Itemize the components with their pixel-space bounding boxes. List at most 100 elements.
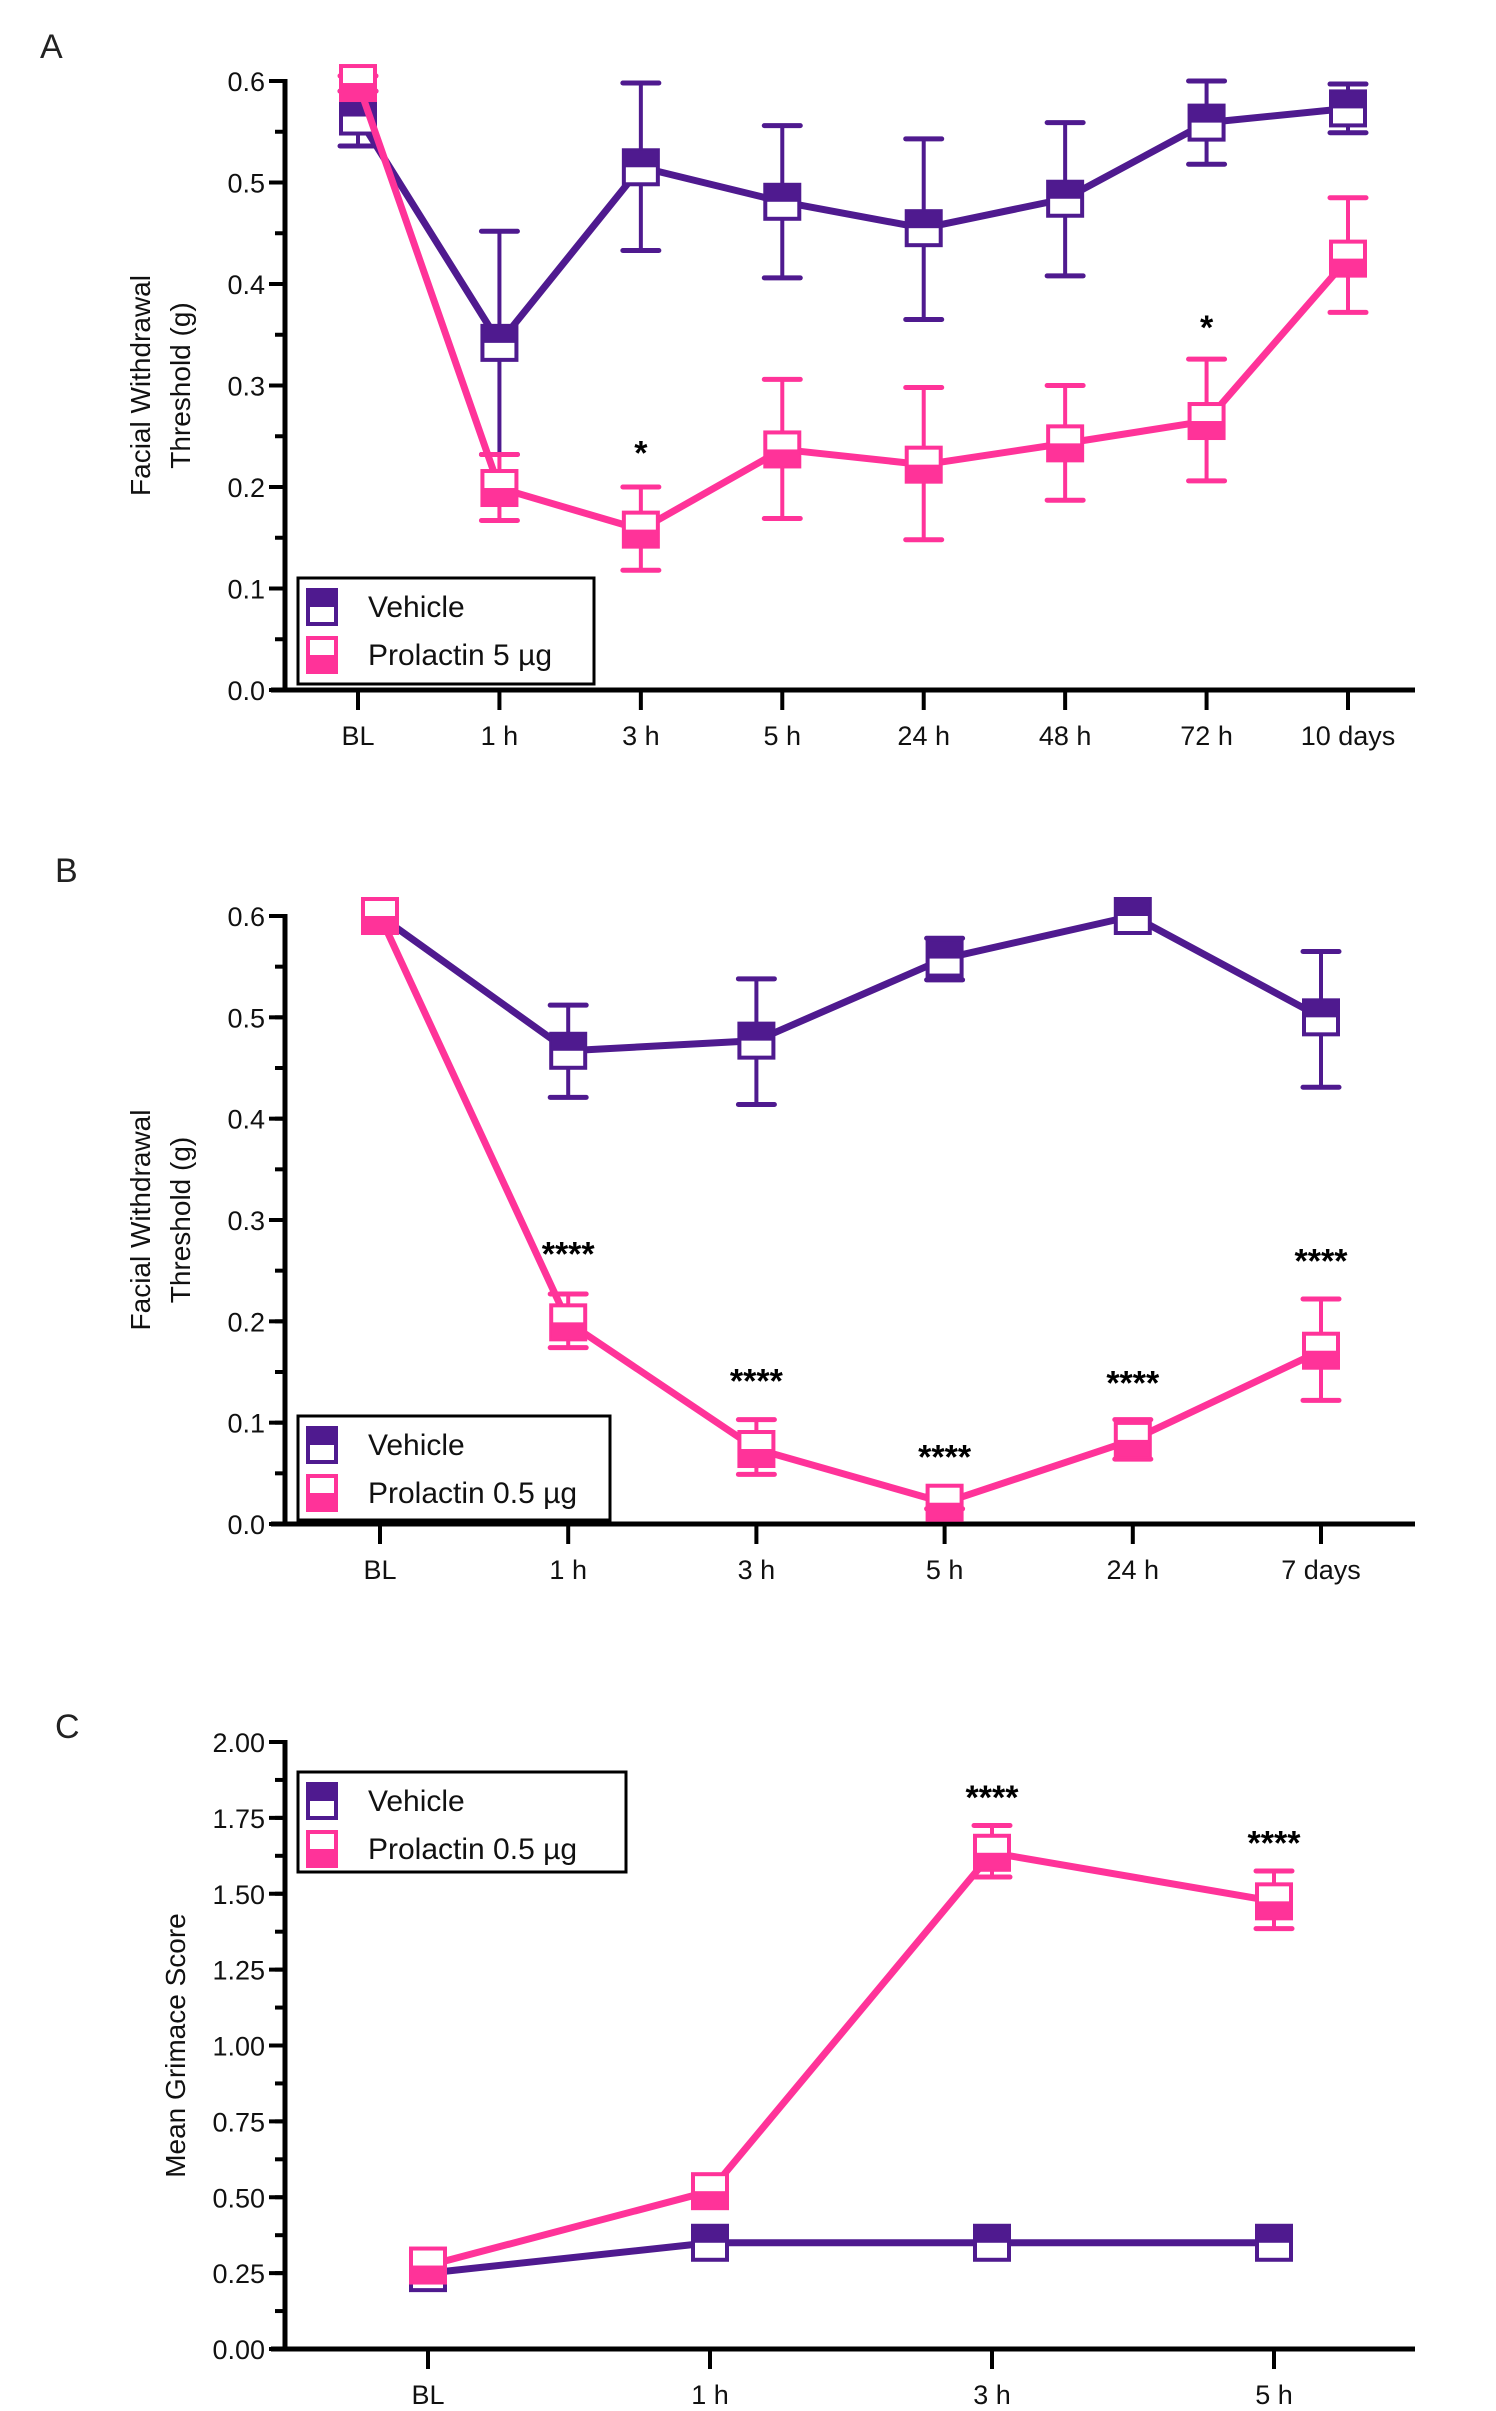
x-tick-label: 5 h	[926, 1555, 964, 1585]
x-tick-label: 5 h	[1255, 2380, 1293, 2410]
data-point	[1113, 897, 1152, 935]
marker-fill	[975, 2225, 1009, 2243]
data-point	[1255, 2223, 1293, 2262]
data-point	[1255, 1882, 1293, 1921]
marker-fill	[1048, 181, 1083, 199]
data-point	[409, 2246, 447, 2285]
data-point	[480, 323, 519, 362]
legend-item-prolactin: Prolactin 0.5 µg	[306, 1830, 577, 1868]
legend-marker-fill	[308, 1849, 336, 1866]
data-point	[973, 2223, 1011, 2262]
panel-label: C	[55, 1708, 80, 1746]
marker-fill	[363, 916, 397, 933]
marker-fill	[906, 211, 941, 229]
x-tick-label: 10 days	[1301, 721, 1396, 751]
x-tick-label: 1 h	[691, 2380, 729, 2410]
x-tick-label: 3 h	[973, 2380, 1011, 2410]
y-tick-label: 0.5	[227, 169, 265, 199]
y-tick-label: 0.00	[212, 2335, 265, 2365]
marker-fill	[1304, 1000, 1338, 1018]
legend-item-vehicle: Vehicle	[306, 1782, 465, 1820]
data-point	[904, 209, 943, 248]
marker-fill	[1257, 2225, 1291, 2243]
series-line	[427, 1849, 1275, 2269]
y-tick-label: 0.3	[227, 1206, 265, 1236]
data-point	[1329, 89, 1367, 128]
y-tick-label: 0.0	[227, 676, 265, 706]
data-point	[621, 510, 660, 549]
marker-fill	[551, 1033, 586, 1051]
marker-fill	[1115, 899, 1150, 916]
marker-fill	[341, 83, 375, 101]
data-point	[925, 1483, 964, 1522]
series-line	[354, 81, 1351, 534]
legend-label: Vehicle	[368, 1785, 465, 1818]
marker-fill	[693, 2191, 727, 2209]
y-tick-label: 0.1	[227, 575, 265, 605]
panel-b: B Facial Withdrawal Threshold (g) 0.0 0.1 0.2…	[55, 852, 1415, 1585]
significance-marker: ****	[966, 1779, 1020, 1817]
significance-marker: ****	[1295, 1243, 1349, 1281]
marker-fill	[411, 2265, 445, 2283]
legend-marker-fill	[308, 1493, 336, 1510]
marker-fill	[1331, 258, 1365, 276]
marker-fill	[975, 1852, 1009, 1870]
significance-marker: ****	[1248, 1824, 1302, 1862]
data-point	[973, 1833, 1011, 1872]
marker-fill	[1048, 443, 1083, 461]
x-tick-label: 24 h	[897, 721, 950, 751]
significance-marker: ****	[730, 1362, 784, 1400]
panel-c: C Mean Grimace Score 0.00 0.25 0.50 0.75 1.00 1…	[55, 1708, 1415, 2410]
significance-marker: ****	[542, 1236, 596, 1274]
data-point	[1046, 424, 1085, 463]
marker-fill	[739, 1449, 774, 1467]
data-point	[339, 64, 377, 103]
y-axis-title: Mean Grimace Score	[160, 1913, 191, 2178]
series-line	[377, 912, 1323, 1055]
legend-marker-fill	[308, 1428, 336, 1445]
y-tick-label: 1.00	[212, 2032, 265, 2062]
data-point	[763, 182, 802, 221]
y-tick-label: 0.6	[227, 902, 265, 932]
marker-fill	[1257, 1901, 1291, 1919]
x-tick-label: 5 h	[764, 721, 802, 751]
data-point	[549, 1303, 588, 1342]
marker-fill	[623, 150, 658, 168]
series-prolactin	[409, 1822, 1295, 2285]
series-prolactin	[361, 897, 1342, 1522]
legend-label: Prolactin 5 µg	[368, 639, 552, 672]
y-axis-title: Threshold (g)	[165, 1137, 196, 1304]
x-tick-label: 72 h	[1180, 721, 1233, 751]
data-point	[549, 1031, 588, 1070]
marker-fill	[765, 184, 800, 202]
series-vehicle	[337, 78, 1369, 458]
y-tick-label: 0.4	[227, 270, 265, 300]
marker-fill	[1331, 91, 1365, 109]
data-point	[737, 1430, 776, 1469]
legend-marker-fill	[308, 655, 336, 672]
significance-marker: *	[634, 435, 648, 473]
data-point	[1302, 998, 1340, 1037]
significance-marker: *	[1200, 309, 1214, 347]
marker-fill	[482, 325, 517, 343]
data-point	[1329, 239, 1367, 278]
y-tick-label: 0.50	[212, 2183, 265, 2213]
x-tick-label: BL	[363, 1555, 396, 1585]
y-tick-label: 1.75	[212, 1804, 265, 1834]
data-point	[925, 939, 964, 978]
x-tick-label: BL	[411, 2380, 444, 2410]
data-point	[1187, 402, 1226, 441]
marker-fill	[693, 2225, 727, 2243]
data-point	[691, 2172, 729, 2211]
data-point	[1187, 103, 1226, 142]
x-tick-label: 24 h	[1107, 1555, 1160, 1585]
x-tick-label: 7 days	[1281, 1555, 1361, 1585]
y-tick-label: 0.2	[227, 1307, 265, 1337]
legend: Vehicle Prolactin 0.5 µg	[296, 1414, 612, 1522]
y-axis-title: Facial Withdrawal	[125, 1110, 156, 1331]
marker-fill	[765, 449, 800, 467]
legend-marker-fill	[308, 590, 336, 607]
marker-fill	[1189, 421, 1224, 439]
legend-box	[296, 576, 596, 686]
